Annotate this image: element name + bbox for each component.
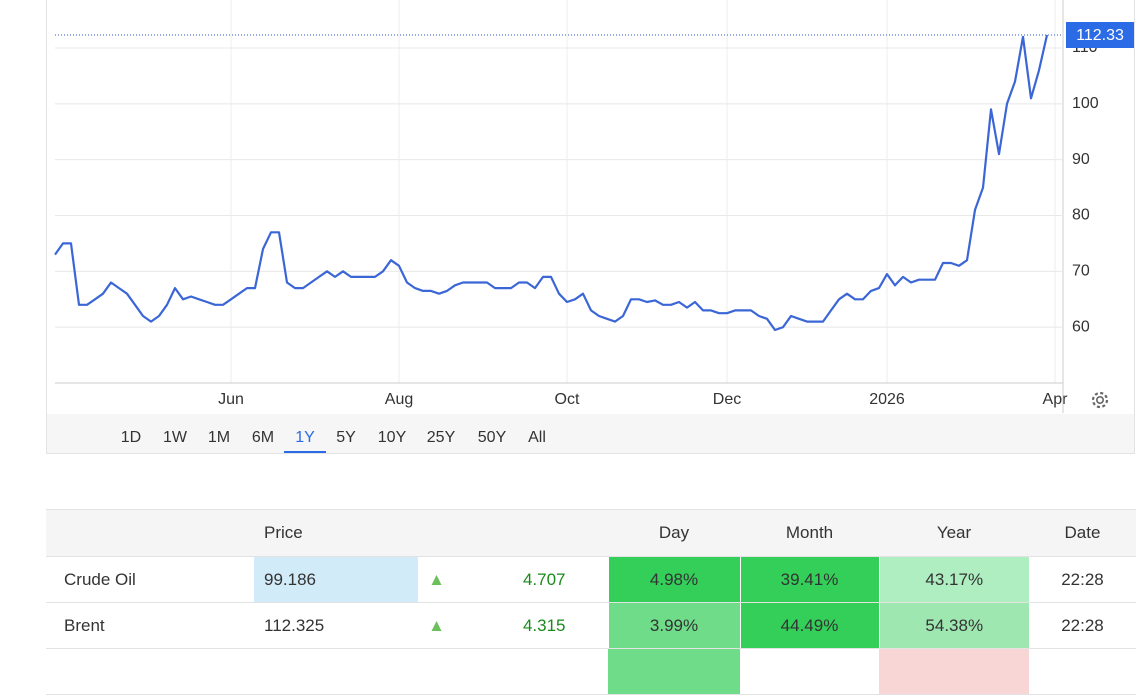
cell[interactable]: Crude Oil — [46, 556, 254, 603]
range-button[interactable]: 10Y — [378, 429, 407, 446]
row: Brent 112.325 ▲ 4.315 3.99% 44.49% 54.38… — [46, 602, 1136, 649]
cell: 43.17% — [878, 556, 1029, 603]
range-button[interactable]: 5Y — [336, 429, 356, 446]
cell[interactable]: Brent — [46, 602, 254, 649]
x-tick-label: Oct — [555, 391, 580, 408]
quotes-table: Price Day Month Year Date Crude Oil 99.1… — [46, 509, 1136, 695]
y-tick-label: 80 — [1072, 207, 1090, 224]
range-bar — [46, 414, 1135, 454]
x-tick-label: Dec — [713, 391, 741, 408]
cell: 112.325 — [254, 602, 418, 649]
up-arrow: ▲ — [418, 556, 455, 603]
range-button[interactable]: 1Y — [295, 429, 315, 446]
cell: 22:28 — [1029, 602, 1136, 649]
last-price-box — [1066, 22, 1134, 49]
range-button[interactable]: 1D — [121, 429, 141, 446]
header: Day — [608, 509, 740, 557]
cell: 39.41% — [739, 556, 879, 603]
header: Month — [740, 509, 879, 557]
range-button[interactable]: 1W — [163, 429, 188, 446]
y-tick-label: 60 — [1072, 318, 1090, 335]
header: Price — [254, 509, 418, 557]
header: Year — [879, 509, 1029, 557]
x-tick-label: Aug — [385, 391, 413, 408]
cell: 99.186 — [254, 556, 418, 603]
range-button[interactable]: 1M — [208, 429, 230, 446]
cell: 22:28 — [1029, 556, 1136, 603]
x-tick-label: 2026 — [869, 391, 905, 408]
header: Date — [1029, 509, 1136, 557]
range-button[interactable]: 6M — [252, 429, 274, 446]
range-button[interactable]: 25Y — [427, 429, 456, 446]
page: JunAugOctDec2026Apr60708090100110112.331… — [46, 0, 1136, 695]
x-tick-label: Apr — [1043, 391, 1069, 408]
range-button[interactable]: All — [528, 429, 546, 446]
x-tick-label: Jun — [218, 391, 244, 408]
cell: 44.49% — [739, 602, 879, 649]
cell: 3.99% — [607, 602, 740, 649]
y-tick-label: 70 — [1072, 263, 1090, 280]
y-tick-label: 100 — [1072, 95, 1099, 112]
cell: 4.315 — [455, 602, 608, 649]
last-price-label: 112.33 — [1076, 27, 1124, 44]
y-tick-label: 90 — [1072, 151, 1090, 168]
up-arrow: ▲ — [418, 602, 455, 649]
row — [46, 648, 1136, 695]
price-line — [54, 34, 1049, 332]
cell: 4.707 — [455, 556, 608, 603]
range-button[interactable]: 50Y — [478, 429, 507, 446]
settings-icon[interactable] — [1091, 391, 1109, 409]
chart: JunAugOctDec2026Apr60708090100110112.331… — [54, 0, 1134, 453]
row: Crude Oil 99.186 ▲ 4.707 4.98% 39.41% 43… — [46, 556, 1136, 603]
cell: 54.38% — [878, 602, 1029, 649]
cell: 4.98% — [607, 556, 740, 603]
